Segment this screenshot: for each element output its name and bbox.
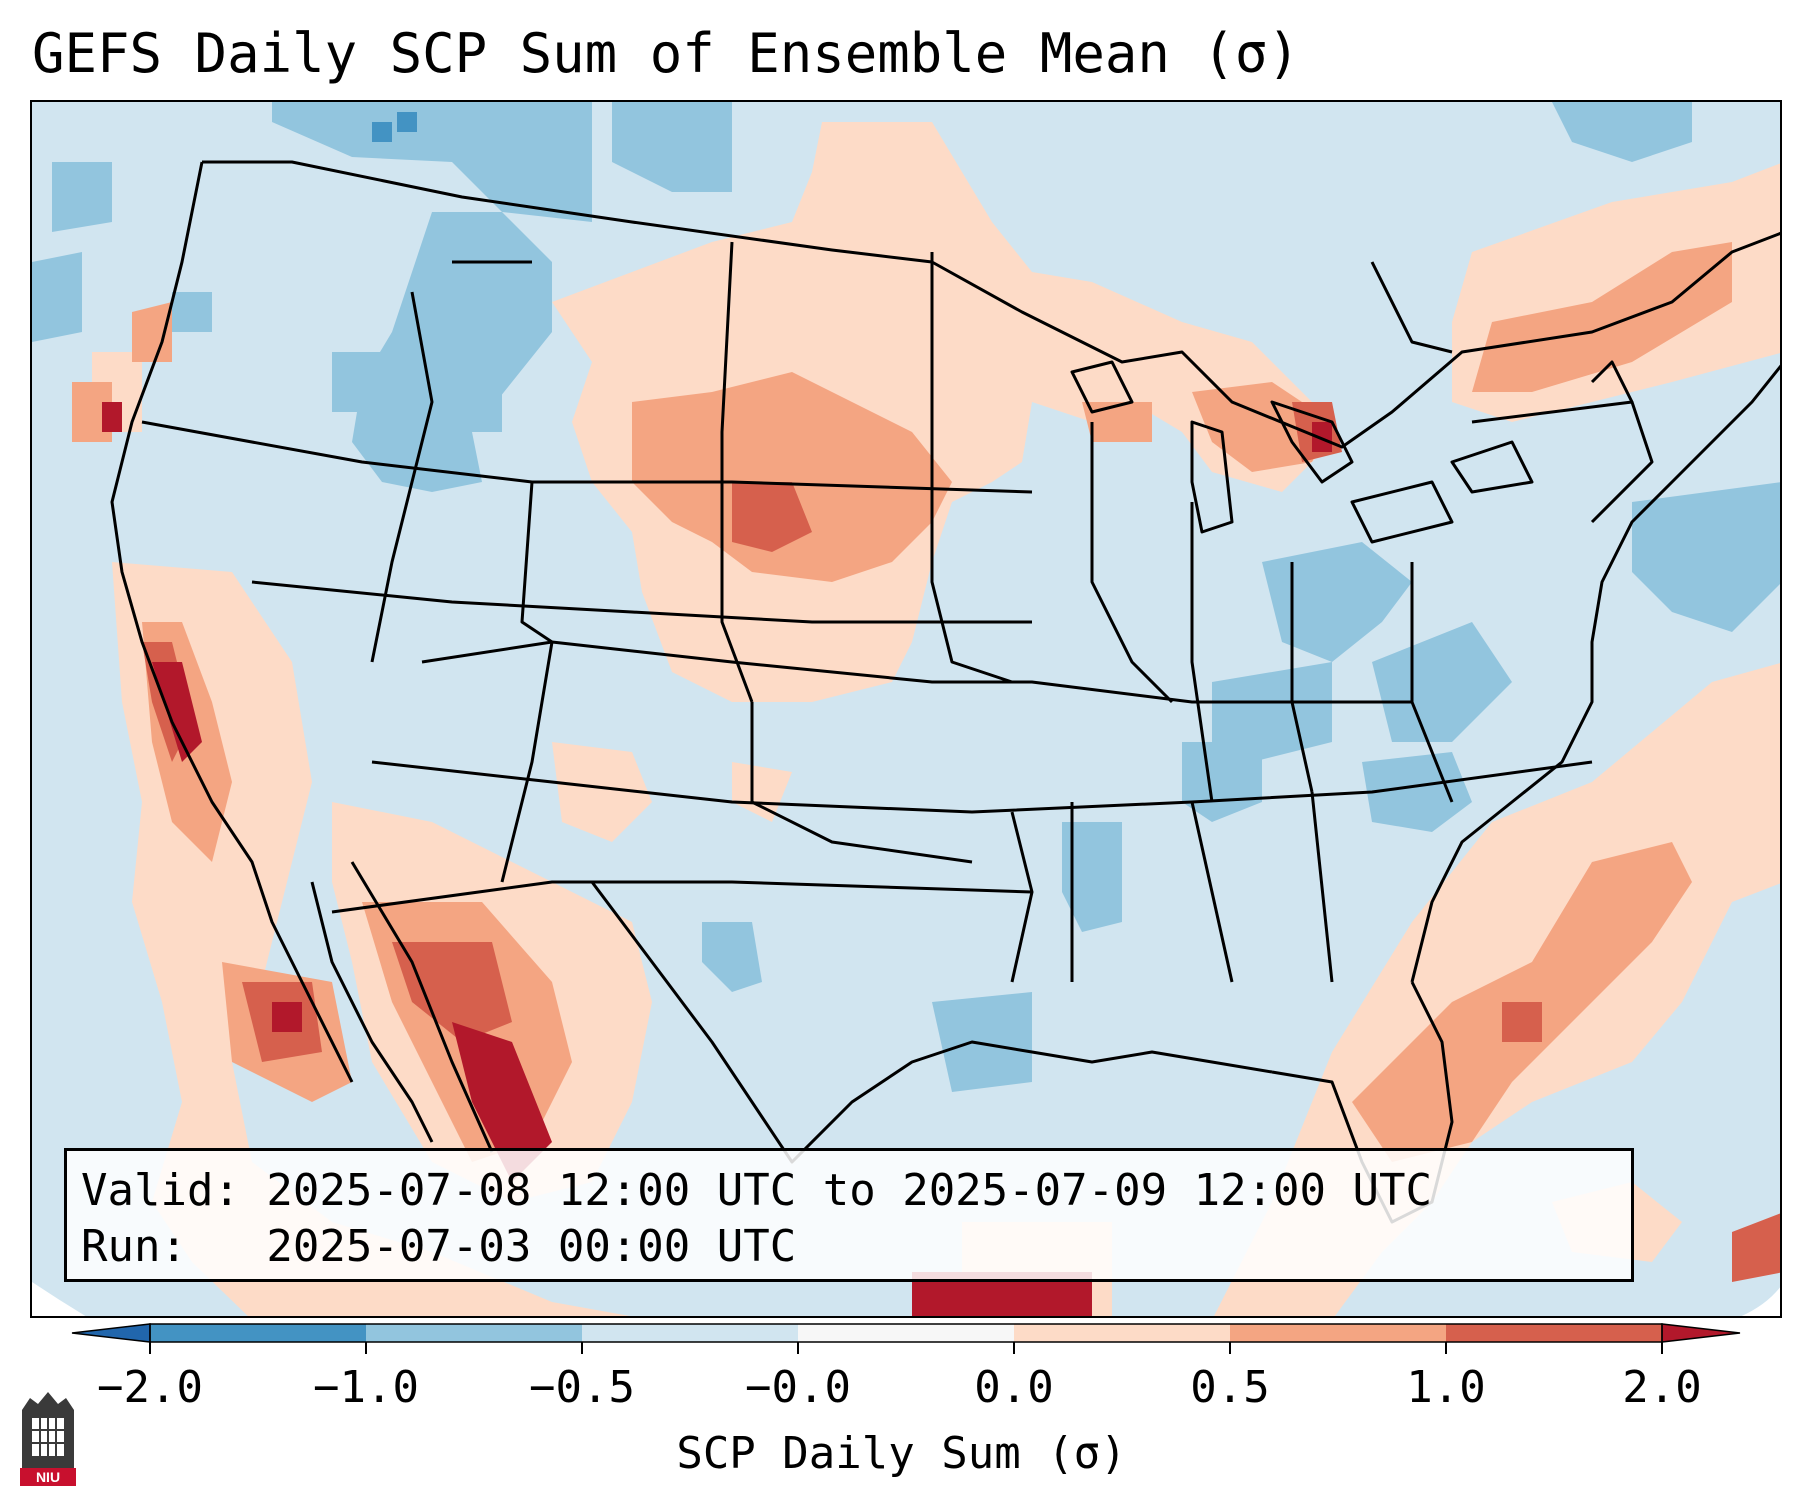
colorbar-tick-label: 0.0 [974, 1362, 1054, 1413]
valid-time-line: Valid: 2025-07-08 12:00 UTC to 2025-07-0… [81, 1165, 1433, 1216]
colorbar-label: SCP Daily Sum (σ) [676, 1428, 1127, 1479]
colorbar-tick-label: −2.0 [97, 1362, 203, 1413]
colorbar-outline [149, 1323, 1663, 1343]
colorbar-max-extension [1661, 1323, 1741, 1343]
colorbar-segment [1230, 1324, 1447, 1342]
colorbar-segments [150, 1324, 1663, 1342]
colorbar-tick-label: −0.5 [529, 1362, 635, 1413]
run-time-line: Run: 2025-07-03 00:00 UTC [81, 1221, 797, 1272]
logo-text: NIU [36, 1469, 60, 1485]
extreme-positive-anomaly-regions [102, 402, 1332, 1316]
colorbar-min-extension [71, 1323, 151, 1343]
negative-anomaly-regions [32, 102, 1780, 1092]
colorbar-tick-label: −0.0 [745, 1362, 851, 1413]
valid-run-info-box: Valid: 2025-07-08 12:00 UTC to 2025-07-0… [64, 1148, 1634, 1282]
colorbar [71, 1323, 1741, 1354]
colorbar-segment [582, 1324, 799, 1342]
colorbar-segment [1446, 1324, 1663, 1342]
colorbar-tick-label: 0.5 [1190, 1362, 1270, 1413]
colorbar-ticks [149, 1342, 1663, 1354]
colorbar-tick-label: 2.0 [1622, 1362, 1702, 1413]
map-title: GEFS Daily SCP Sum of Ensemble Mean (σ) [32, 22, 1300, 85]
map-panel [30, 100, 1782, 1318]
colorbar-tick-label: 1.0 [1406, 1362, 1486, 1413]
colorbar-segment [366, 1324, 583, 1342]
colorbar-segment [1014, 1324, 1231, 1342]
projection-edge [1741, 1287, 1780, 1316]
projection-edge [32, 1282, 86, 1316]
niu-logo: NIU [20, 1392, 76, 1486]
colorbar-tick-label: −1.0 [313, 1362, 419, 1413]
strong-negative-anomaly [372, 112, 417, 142]
scp-anomaly-map [32, 102, 1780, 1316]
colorbar-segment [798, 1324, 1015, 1342]
colorbar-segment [150, 1324, 367, 1342]
state-boundaries [110, 160, 1780, 1224]
